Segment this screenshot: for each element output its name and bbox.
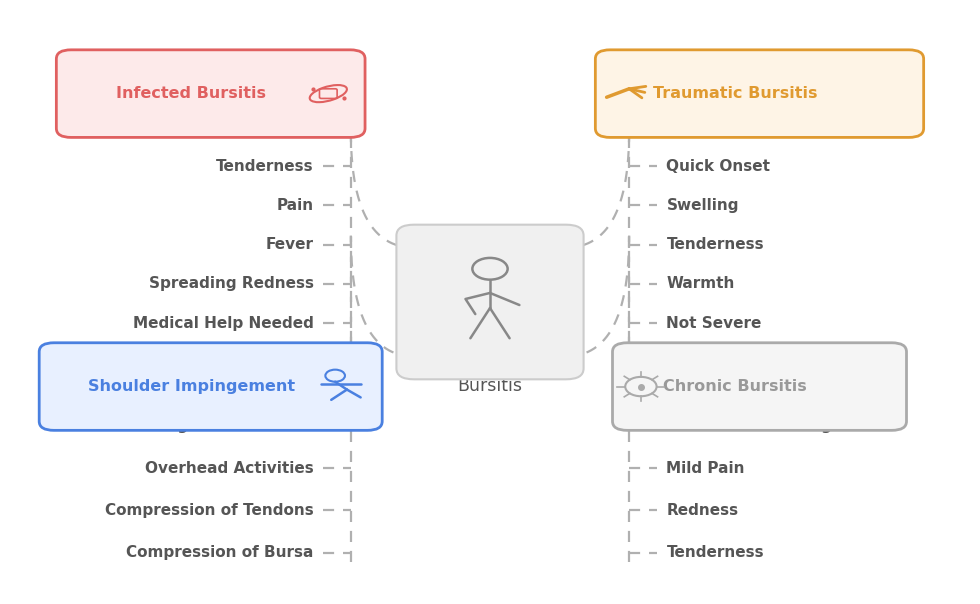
Text: Mild Pain: Mild Pain bbox=[666, 461, 745, 475]
Text: Persistent Swelling: Persistent Swelling bbox=[666, 419, 832, 433]
Text: Not Severe: Not Severe bbox=[666, 316, 761, 330]
FancyBboxPatch shape bbox=[57, 50, 365, 138]
Text: Infected Bursitis: Infected Bursitis bbox=[116, 86, 267, 101]
Text: Tenderness: Tenderness bbox=[666, 545, 764, 560]
Text: Spreading Redness: Spreading Redness bbox=[149, 277, 314, 291]
Text: Fever: Fever bbox=[266, 237, 314, 252]
Text: Chronic Bursitis: Chronic Bursitis bbox=[663, 379, 807, 394]
Text: Tenderness: Tenderness bbox=[666, 237, 764, 252]
FancyBboxPatch shape bbox=[612, 342, 906, 430]
FancyBboxPatch shape bbox=[396, 225, 583, 379]
Text: Medical Help Needed: Medical Help Needed bbox=[132, 316, 314, 330]
Text: Pain During Arm Elevation: Pain During Arm Elevation bbox=[88, 419, 314, 433]
Text: Quick Onset: Quick Onset bbox=[666, 159, 770, 173]
Text: Redness: Redness bbox=[666, 503, 739, 518]
Text: Traumatic Bursitis: Traumatic Bursitis bbox=[653, 86, 817, 101]
Text: Shoulder
Bursitis: Shoulder Bursitis bbox=[451, 353, 529, 395]
Text: Swelling: Swelling bbox=[666, 198, 739, 213]
FancyBboxPatch shape bbox=[596, 50, 923, 138]
Text: Pain: Pain bbox=[276, 198, 314, 213]
Text: Shoulder Impingement: Shoulder Impingement bbox=[87, 379, 295, 394]
Text: Compression of Tendons: Compression of Tendons bbox=[105, 503, 314, 518]
Text: Overhead Activities: Overhead Activities bbox=[145, 461, 314, 475]
Text: Warmth: Warmth bbox=[666, 277, 735, 291]
Text: Compression of Bursa: Compression of Bursa bbox=[126, 545, 314, 560]
Text: Tenderness: Tenderness bbox=[216, 159, 314, 173]
FancyBboxPatch shape bbox=[39, 342, 382, 430]
